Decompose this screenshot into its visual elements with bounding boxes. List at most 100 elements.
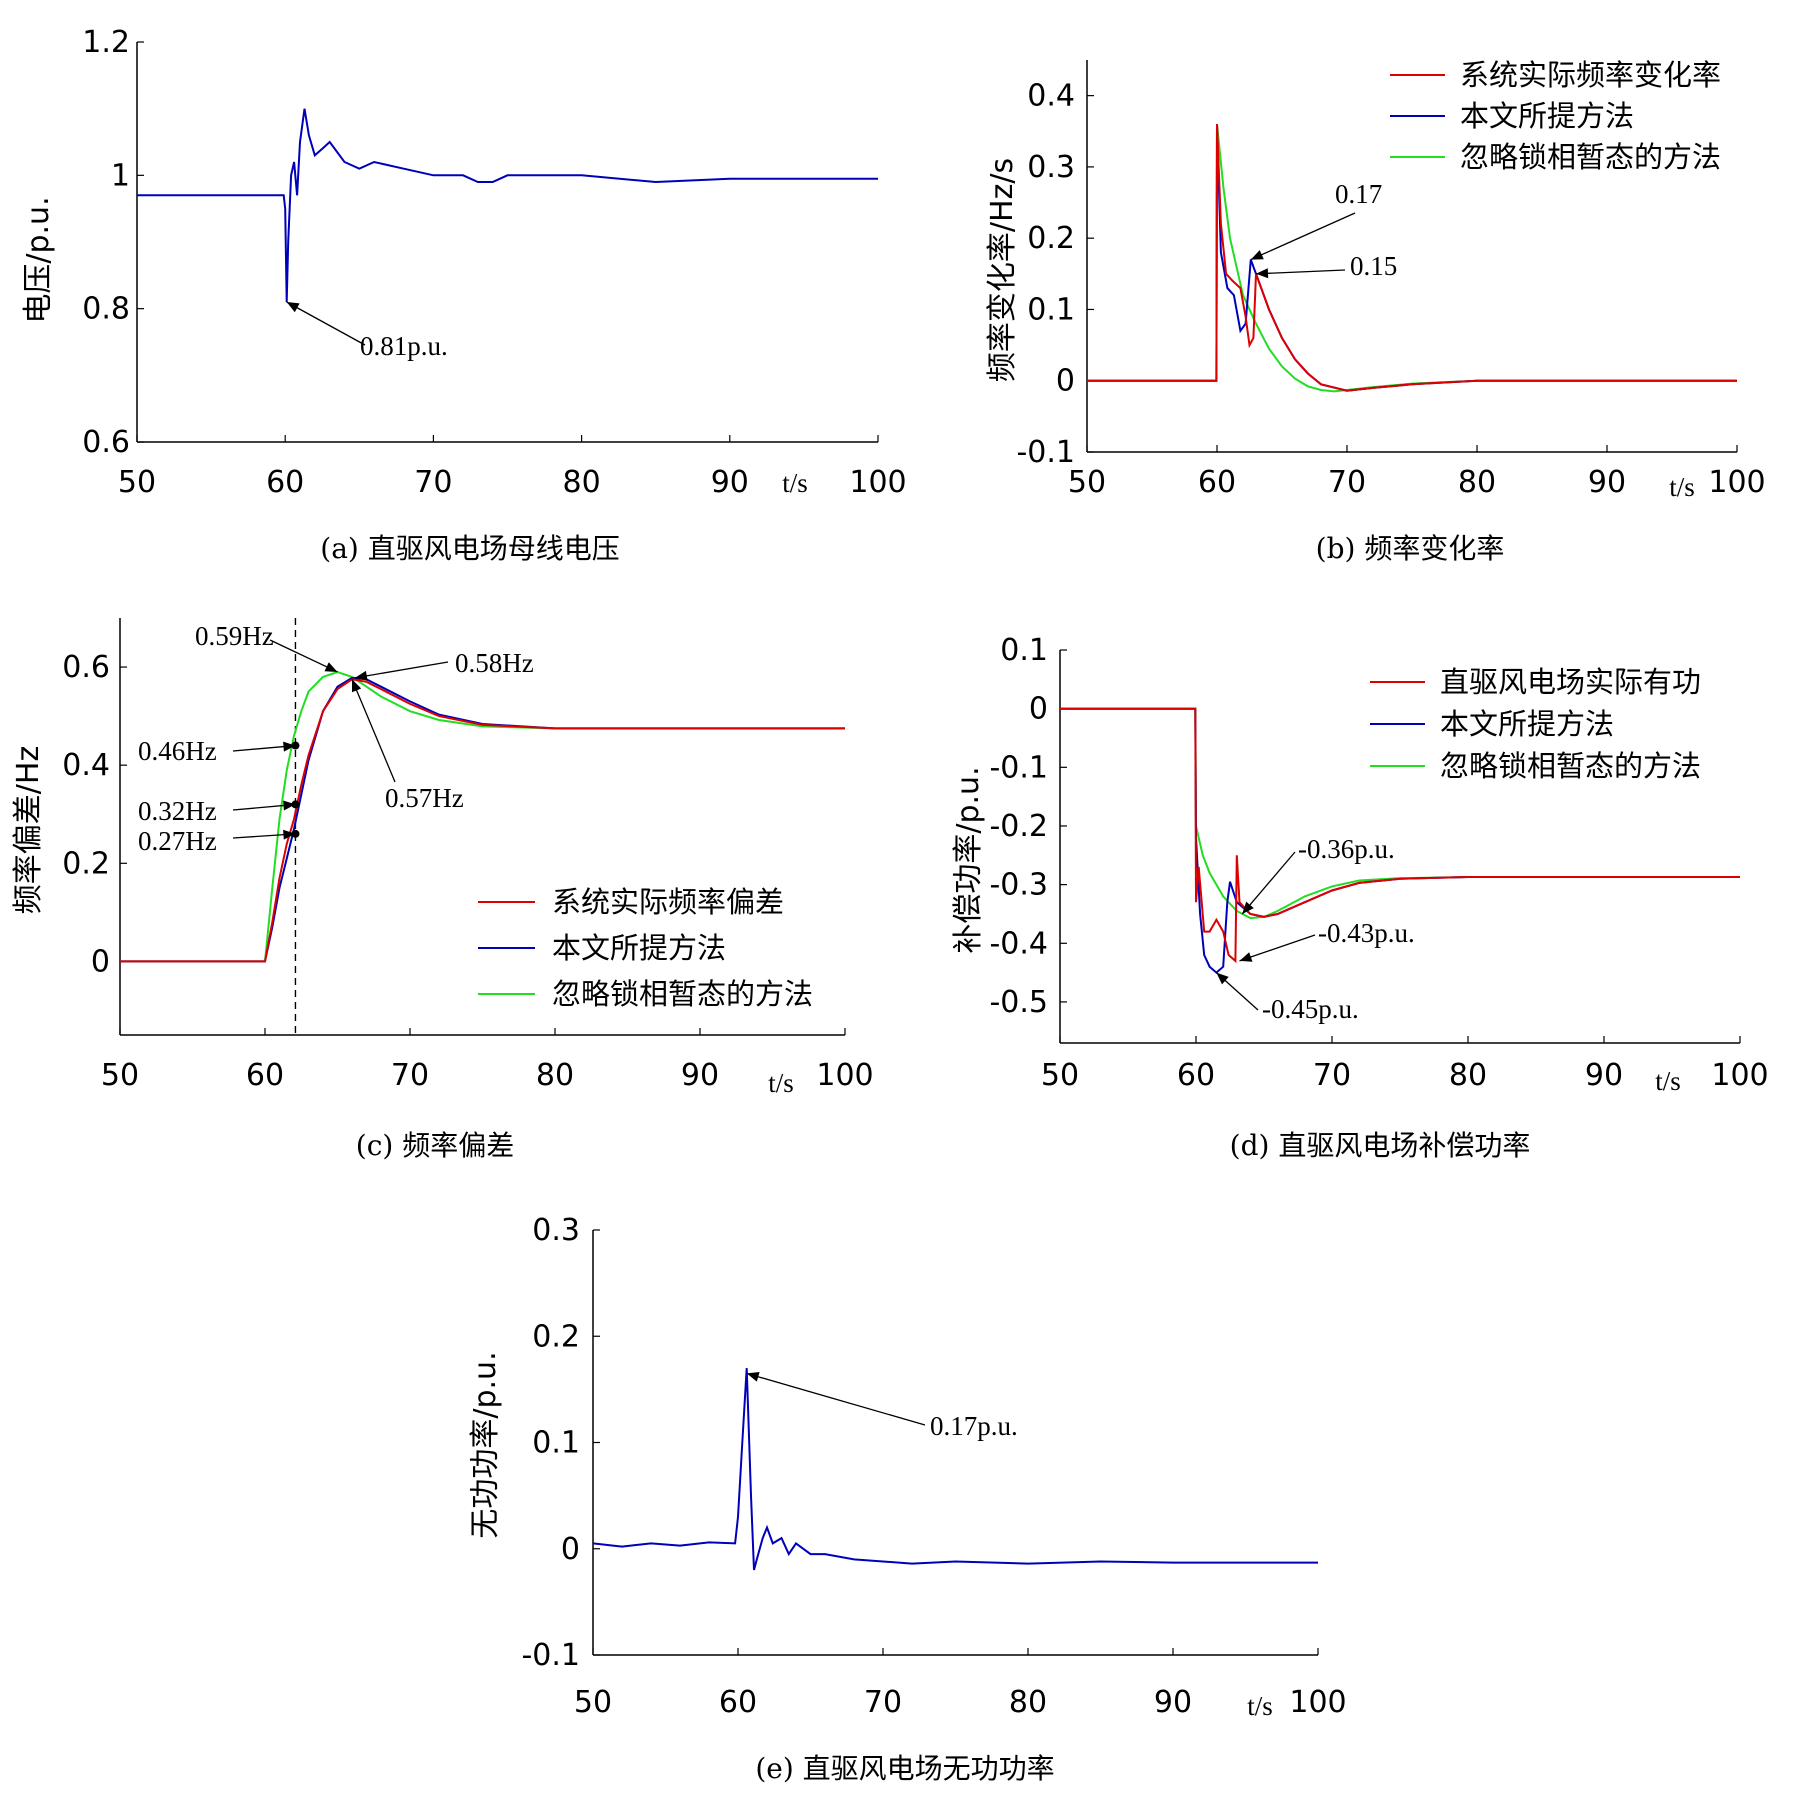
- panel-a-series-0-line: [137, 108, 878, 303]
- panel-c-annotation-0: 0.59Hz: [195, 621, 274, 651]
- panel-d-ytick-label: 0.1: [1000, 633, 1048, 668]
- panel-a-ytick-label: 1.2: [82, 25, 130, 60]
- panel-e-xtick-label: 50: [574, 1685, 612, 1720]
- panel-d-xlabel: t/s: [1655, 1066, 1681, 1096]
- panel-d-xtick-label: 80: [1449, 1058, 1487, 1093]
- panel-a-annotation-arrow: [286, 301, 366, 346]
- panel-b-rocof: 50 60 70 80 90 100 -0.1 0 0.1 0.2 0.3 0.4 频率变化率/Hz/…: [985, 58, 1766, 565]
- panel-b-legend-label-2: 忽略锁相暂态的方法: [1460, 140, 1721, 174]
- panel-a-caption: (a) 直驱风电场母线电压: [320, 532, 619, 565]
- panel-b-xtick-label: 100: [1708, 465, 1765, 500]
- panel-e-ytick-label: 0: [561, 1532, 580, 1567]
- panel-c-annotation-arrow: [269, 639, 338, 673]
- panel-a-xtick-label: 50: [118, 465, 156, 500]
- panel-e-xtick-label: 90: [1154, 1685, 1192, 1720]
- panel-c-xtick-label: 70: [391, 1058, 429, 1093]
- panel-a-xtick-label: 70: [414, 465, 452, 500]
- panel-c-xtick-label: 60: [246, 1058, 284, 1093]
- panel-a-bus-voltage: 50 60 70 80 90 100 0.6 0.8 1 1.2 电压/p.u. t/s 0.81…: [21, 25, 907, 565]
- panel-e-annotation-0: 0.17p.u.: [930, 1411, 1018, 1441]
- panel-e-annotation-arrow: [746, 1372, 926, 1426]
- panel-d-annotation-0: -0.36p.u.: [1298, 834, 1395, 864]
- panel-c-annotation-dot: [291, 800, 300, 809]
- panel-a-annotation-0: 0.81p.u.: [360, 331, 448, 361]
- panel-b-ytick-label: 0.2: [1027, 221, 1075, 256]
- panel-d-annotation-arrowhead: [1216, 972, 1229, 985]
- panel-c-annotation-arrowhead: [324, 662, 338, 672]
- panel-b-xtick-label: 50: [1068, 465, 1106, 500]
- panel-c-annotation-arrowhead: [283, 741, 296, 752]
- panel-b-ytick-label: 0.3: [1027, 150, 1075, 185]
- panel-c-ylabel: 频率偏差/Hz: [11, 746, 46, 914]
- panel-c-xlabel: t/s: [768, 1068, 794, 1098]
- panel-c-annotation-2: 0.57Hz: [385, 783, 464, 813]
- panel-b-ytick-label: 0.4: [1027, 79, 1075, 114]
- panel-c-plot-area: 50 60 70 80 90 100 0 0.2 0.4 0.6: [62, 618, 874, 1093]
- panel-a-plot-area: 50 60 70 80 90 100 0.6 0.8 1 1.2: [82, 25, 906, 500]
- panel-c-annotation-arrowhead: [283, 829, 296, 840]
- panel-c-annotation-arrowhead: [352, 679, 362, 693]
- panel-e-series-0-line: [592, 1368, 1318, 1571]
- panel-e-xtick-label: 70: [864, 1685, 902, 1720]
- panel-c-annotation-4: 0.32Hz: [138, 796, 217, 826]
- panel-b-xtick-label: 70: [1328, 465, 1366, 500]
- panel-e-xtick-label: 80: [1009, 1685, 1047, 1720]
- panel-c-annotation-arrowhead: [283, 800, 296, 811]
- panel-a-xlabel: t/s: [782, 468, 808, 498]
- panel-d-series-2-line: [1060, 707, 1740, 920]
- panel-c-legend-label-1: 本文所提方法: [552, 931, 726, 965]
- panel-b-legend-label-0: 系统实际频率变化率: [1460, 58, 1721, 92]
- panel-b-ylabel: 频率变化率/Hz/s: [985, 158, 1020, 382]
- panel-e-xtick-label: 100: [1289, 1685, 1346, 1720]
- panel-e-ylabel: 无功功率/p.u.: [468, 1351, 503, 1538]
- panel-d-ytick-label: 0: [1029, 692, 1048, 727]
- panel-a-xtick-label: 90: [711, 465, 749, 500]
- panel-c-ytick-label: 0.6: [62, 650, 110, 685]
- panel-b-annotation-arrow: [1255, 269, 1346, 275]
- panel-b-xtick-label: 60: [1198, 465, 1236, 500]
- panel-e-reactive-power: 50 60 70 80 90 100 -0.1 0 0.1 0.2 0.3 无功功率/p.u. t/…: [468, 1213, 1347, 1785]
- panel-e-caption: (e) 直驱风电场无功功率: [755, 1752, 1054, 1785]
- panel-e-ytick-label: 0.2: [532, 1319, 580, 1354]
- panel-b-legend-label-1: 本文所提方法: [1460, 99, 1634, 133]
- panel-c-ytick-label: 0.2: [62, 846, 110, 881]
- panel-e-xlabel: t/s: [1247, 1691, 1273, 1721]
- panel-c-xtick-label: 90: [681, 1058, 719, 1093]
- panel-c-annotation-3: 0.46Hz: [138, 736, 217, 766]
- panel-d-annotation-1: -0.43p.u.: [1318, 918, 1415, 948]
- panel-c-annotation-dot: [291, 829, 300, 838]
- panel-b-annotation-0: 0.17: [1335, 179, 1382, 209]
- panel-d-ylabel: 补偿功率/p.u.: [951, 766, 986, 953]
- panel-c-ytick-label: 0.4: [62, 748, 110, 783]
- panel-d-legend: 直驱风电场实际有功 本文所提方法 忽略锁相暂态的方法: [1370, 665, 1701, 783]
- panel-b-caption: (b) 频率变化率: [1316, 532, 1505, 565]
- panel-d-ytick-label: -0.3: [989, 868, 1048, 903]
- panel-b-annotation-arrowhead: [1250, 250, 1264, 260]
- panel-a-xtick-label: 100: [849, 465, 906, 500]
- panel-d-compensation-power: 50 60 70 80 90 100 -0.5 -0.4 -0.3 -0.2 -0.1 0 0.1 补偿…: [951, 633, 1769, 1162]
- panel-d-ytick-label: -0.1: [989, 750, 1048, 785]
- panel-e-ytick-label: 0.3: [532, 1213, 580, 1248]
- panel-c-annotation-1: 0.58Hz: [455, 648, 534, 678]
- panel-b-ytick-label: 0.1: [1027, 292, 1075, 327]
- panel-d-legend-label-2: 忽略锁相暂态的方法: [1440, 749, 1701, 783]
- panel-a-xtick-label: 80: [563, 465, 601, 500]
- panel-c-legend-label-2: 忽略锁相暂态的方法: [552, 977, 813, 1011]
- panel-e-ytick-label: 0.1: [532, 1426, 580, 1461]
- panel-c-annotation-dot: [291, 741, 300, 750]
- panel-a-ylabel: 电压/p.u.: [21, 196, 56, 323]
- panel-b-annotation-arrow: [1250, 212, 1356, 261]
- panel-b-legend: 系统实际频率变化率 本文所提方法 忽略锁相暂态的方法: [1390, 58, 1721, 174]
- panel-d-annotation-arrowhead: [1239, 952, 1253, 962]
- panel-d-xtick-label: 60: [1177, 1058, 1215, 1093]
- panel-d-annotation-arrow: [1239, 934, 1316, 962]
- panel-d-plot-area: 50 60 70 80 90 100 -0.5 -0.4 -0.3 -0.2 -0.1 0 0.1: [989, 633, 1768, 1093]
- panel-b-ytick-label: -0.1: [1016, 435, 1075, 470]
- panel-b-annotation-arrowhead: [1256, 268, 1269, 279]
- panel-d-caption: (d) 直驱风电场补偿功率: [1230, 1129, 1531, 1162]
- panel-d-legend-label-1: 本文所提方法: [1440, 707, 1614, 741]
- panel-b-xlabel: t/s: [1669, 472, 1695, 502]
- panel-b-plot-area: 50 60 70 80 90 100 -0.1 0 0.1 0.2 0.3 0.4: [1016, 60, 1766, 500]
- panel-c-annotation-5: 0.27Hz: [138, 826, 217, 856]
